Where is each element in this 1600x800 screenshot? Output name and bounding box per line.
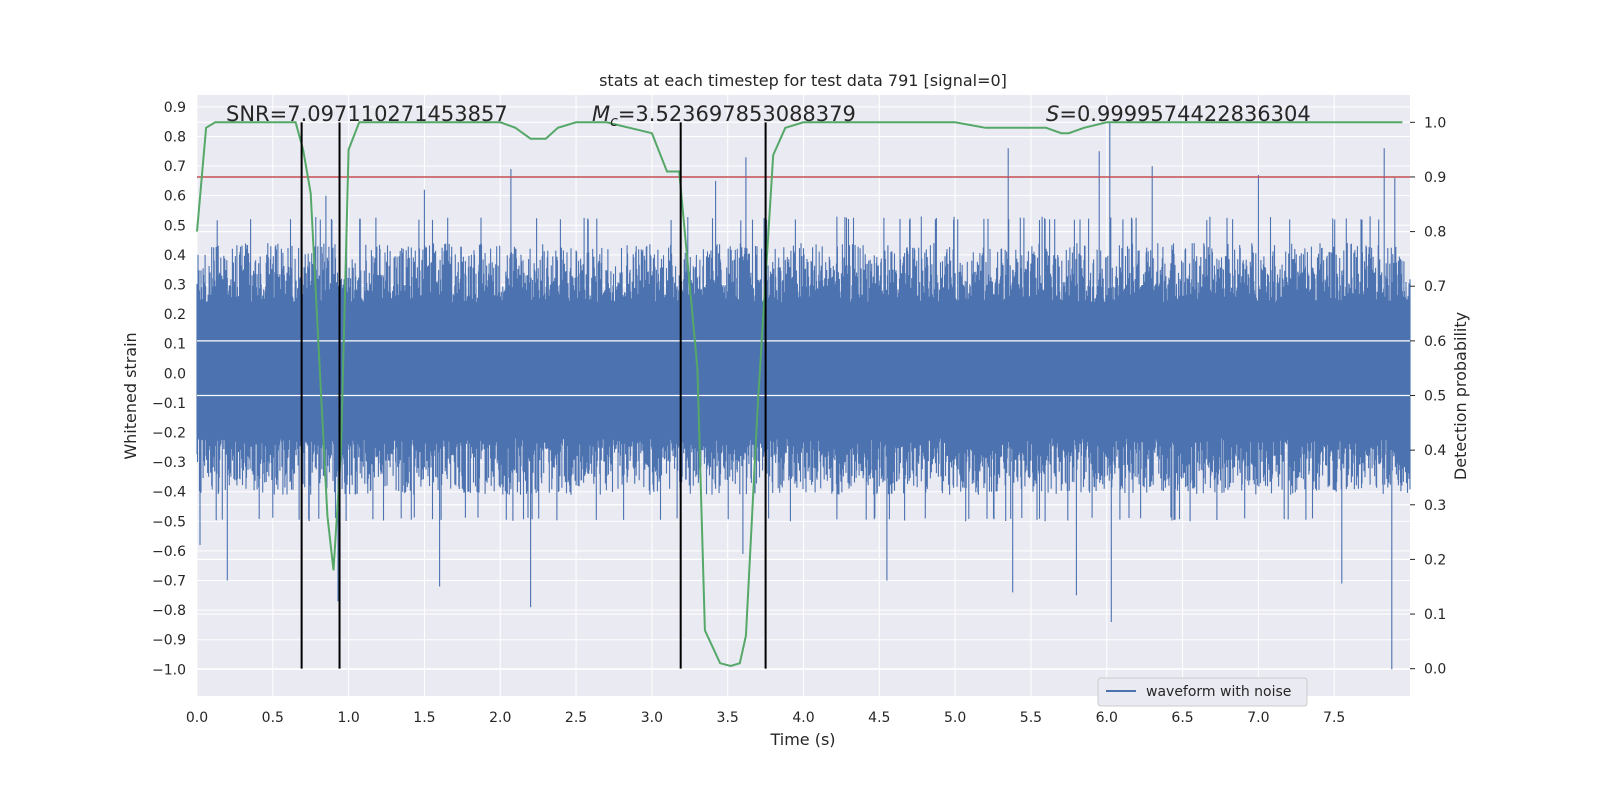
y-left-tick-label: −0.9 [152,633,186,649]
mc-value: =3.523697853088379 [618,102,856,126]
x-axis-label: Time (s) [769,730,835,749]
y-left-tick-label: −0.3 [152,455,186,471]
x-tick-label: 4.5 [868,710,890,726]
x-tick-label: 6.0 [1096,710,1118,726]
y-left-tick-label: 0.7 [164,159,186,175]
x-tick-label: 1.5 [413,710,435,726]
x-axis-ticks: 0.0 0.5 1.0 1.5 2.0 2.5 3.0 3.5 4.0 4.5 5.0 5.5 6.0 6… [186,710,1345,726]
y-right-tick-label: 0.2 [1424,552,1446,568]
y-right-tick-label: 0.7 [1424,279,1446,295]
y-right-tick-label: 0.5 [1424,389,1446,405]
y-left-tick-label: −0.5 [152,514,186,530]
snr-annotation: SNR=7.097110271453857 [226,102,508,126]
y-left-tick-label: −0.2 [152,426,186,442]
y-left-tick-label: 0.8 [164,129,186,145]
y-axis-label-right: Detection probability [1451,312,1470,480]
legend: waveform with noise [1097,677,1308,707]
mc-symbol: M [592,102,610,126]
probability-series [196,121,1403,668]
y-left-tick-label: 0.3 [164,277,186,293]
marker-vlines [300,122,767,669]
x-tick-label: 1.0 [337,710,359,726]
y-right-tick-label: 0.4 [1424,443,1446,459]
y-left-tick-label: −0.8 [152,603,186,619]
legend-box [1097,677,1308,707]
x-tick-label: 7.5 [1323,710,1345,726]
y-axis-label-left: Whitened strain [121,332,140,459]
y-left-tick-label: 0.2 [164,307,186,323]
chart-title: stats at each timestep for test data 791… [599,71,1007,90]
s-annotation: S=0.9999574422836304 [1046,102,1311,126]
x-tick-label: 7.0 [1247,710,1269,726]
y-right-tick-label: 0.6 [1424,334,1446,350]
waveform-series [196,121,1411,670]
s-symbol: S [1046,102,1059,126]
legend-label: waveform with noise [1146,684,1291,700]
y-right-tick-label: 0.8 [1424,225,1446,241]
y-right-tick-label: 0.3 [1424,498,1446,514]
waveform-core-band [197,308,1410,433]
x-tick-label: 2.0 [489,710,511,726]
y-right-tick-label: 1.0 [1424,115,1446,131]
left-axis-ticks: 0.9 0.8 0.7 0.6 0.5 0.4 0.3 0.2 0.1 0.0 −0.1 −0.2 −0… [152,100,186,679]
s-value: =0.9999574422836304 [1059,102,1310,126]
x-tick-label: 5.5 [1020,710,1042,726]
right-axis-ticks: 1.0 0.9 0.8 0.7 0.6 0.5 0.4 0.3 0.2 0.1 0.0 [1410,115,1446,678]
x-tick-label: 2.5 [565,710,587,726]
x-tick-label: 3.0 [641,710,663,726]
probability-line [196,121,1403,668]
y-left-tick-label: −0.1 [152,396,186,412]
y-left-tick-label: 0.1 [164,337,186,353]
x-tick-label: 0.0 [186,710,208,726]
y-left-tick-label: 0.9 [164,100,186,116]
y-right-tick-label: 0.0 [1424,662,1446,678]
mc-annotation: Mc=3.523697853088379 [592,102,856,130]
x-tick-label: 5.0 [944,710,966,726]
y-left-tick-label: −0.6 [152,544,186,560]
y-left-tick-label: 0.6 [164,189,186,205]
y-left-tick-label: −0.7 [152,574,186,590]
y-right-tick-label: 0.9 [1424,170,1446,186]
x-tick-label: 4.0 [792,710,814,726]
y-left-tick-label: −0.4 [152,485,186,501]
mc-subscript: c [610,114,618,130]
y-left-tick-label: −1.0 [152,662,186,678]
y-right-tick-label: 0.1 [1424,607,1446,623]
x-tick-label: 3.5 [717,710,739,726]
y-left-tick-label: 0.0 [164,366,186,382]
x-tick-label: 0.5 [262,710,284,726]
x-tick-label: 6.5 [1171,710,1193,726]
y-left-tick-label: 0.4 [164,248,186,264]
y-left-tick-label: 0.5 [164,218,186,234]
